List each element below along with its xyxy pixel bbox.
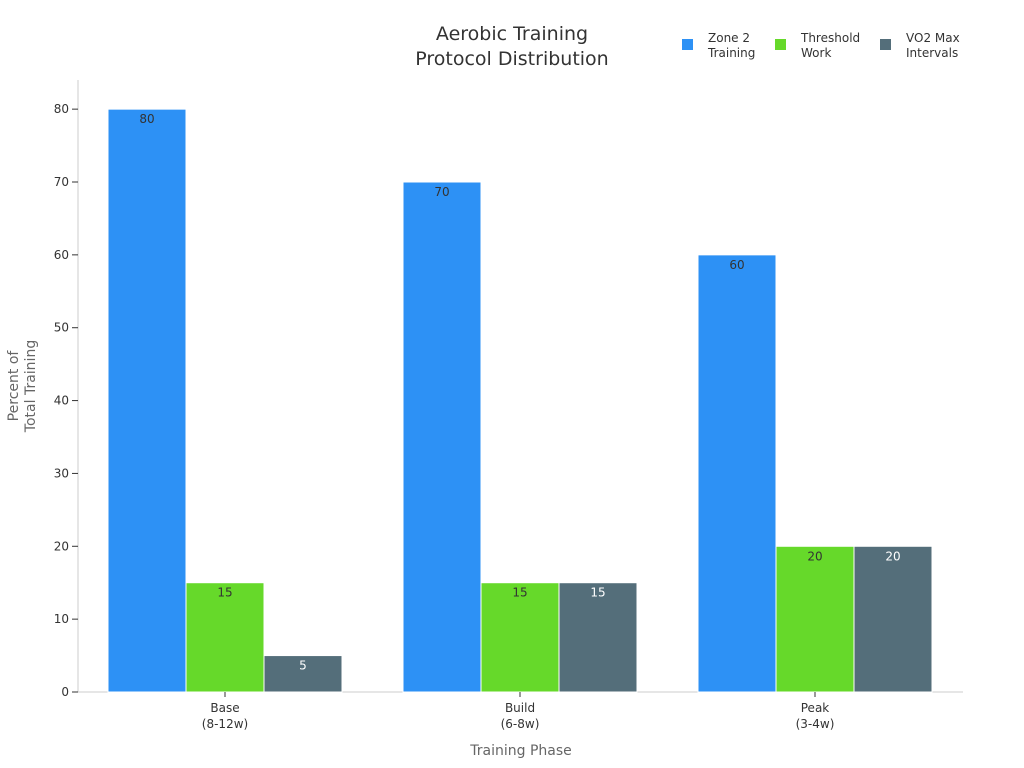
bar-value-label: 80 (139, 112, 154, 126)
bar-value-label: 15 (217, 586, 232, 600)
x-tick-label: Peak (3-4w) (796, 701, 835, 731)
bar (775, 545, 855, 693)
chart-title: Aerobic Training Protocol Distribution (415, 23, 608, 70)
bar (480, 582, 560, 693)
y-tick-label: 30 (54, 466, 69, 480)
axis-labels: Training Phase Percent ofTotal Training (6, 340, 572, 759)
bar-value-label: 60 (729, 258, 744, 272)
bar-value-label: 15 (512, 586, 527, 600)
legend-entry-line: Intervals (906, 46, 958, 60)
bar-value-label: 70 (434, 185, 449, 199)
x-tick-label-line: Base (210, 701, 239, 715)
x-tick-label-line: Peak (801, 701, 830, 715)
bar (402, 181, 482, 693)
legend-swatch (682, 39, 693, 50)
y-tick-label: 40 (54, 394, 69, 408)
bar (853, 545, 933, 693)
y-tick-labels: 0 10 20 30 40 50 60 70 80 (54, 102, 78, 699)
legend-entry-line: Training (707, 46, 755, 60)
x-tick-label-line: Build (505, 701, 535, 715)
y-axis-label-line: Total Training (23, 340, 39, 433)
x-tick-label-line: (8-12w) (202, 717, 248, 731)
legend-entry-line: Zone 2 (708, 31, 750, 45)
legend: Zone 2 Training Threshold Work VO2 Max Interv… (682, 31, 960, 60)
x-tick-label-line: (6-8w) (501, 717, 540, 731)
legend-entry: VO2 Max Intervals (906, 31, 960, 60)
legend-entry-line: Threshold (800, 31, 860, 45)
legend-swatch (880, 39, 891, 50)
y-tick-label: 70 (54, 175, 69, 189)
bar (263, 655, 343, 693)
x-axis-label: Training Phase (469, 743, 572, 759)
chart-title-text-line: Protocol Distribution (415, 48, 608, 70)
y-tick-label: 20 (54, 539, 69, 553)
legend-entry-line: VO2 Max (906, 31, 960, 45)
legend-entry: Zone 2 Training (707, 31, 755, 60)
bars (107, 108, 933, 693)
y-tick-label: 80 (54, 102, 69, 116)
legend-entry-line: Work (801, 46, 831, 60)
chart-title-text-line: Aerobic Training (436, 23, 588, 45)
y-axis-label-line: Percent of (6, 350, 22, 422)
x-tick-labels: Base (8-12w) Build (6-8w) Peak (3-4w) (202, 692, 835, 731)
x-tick-label-line: (3-4w) (796, 717, 835, 731)
bar-value-label: 15 (590, 586, 605, 600)
y-tick-label: 0 (61, 685, 69, 699)
y-axis-label: Percent ofTotal Training (6, 340, 39, 433)
y-tick-label: 10 (54, 612, 69, 626)
x-tick-label: Base (8-12w) (202, 701, 248, 731)
bar (697, 254, 777, 693)
bar-value-label: 20 (885, 549, 900, 563)
x-tick-label: Build (6-8w) (501, 701, 540, 731)
legend-swatch (775, 39, 786, 50)
bar (185, 582, 265, 693)
chart-title-text: Aerobic Training Protocol Distribution (415, 23, 608, 70)
legend-entry: Threshold Work (800, 31, 860, 60)
bar-value-label: 5 (299, 659, 307, 673)
y-tick-label: 60 (54, 248, 69, 262)
bar-value-label: 20 (807, 549, 822, 563)
bar-labels: 80 15 5 70 15 15 60 20 20 (139, 112, 900, 672)
bar (558, 582, 638, 693)
bar (107, 108, 187, 693)
y-tick-label: 50 (54, 321, 69, 335)
